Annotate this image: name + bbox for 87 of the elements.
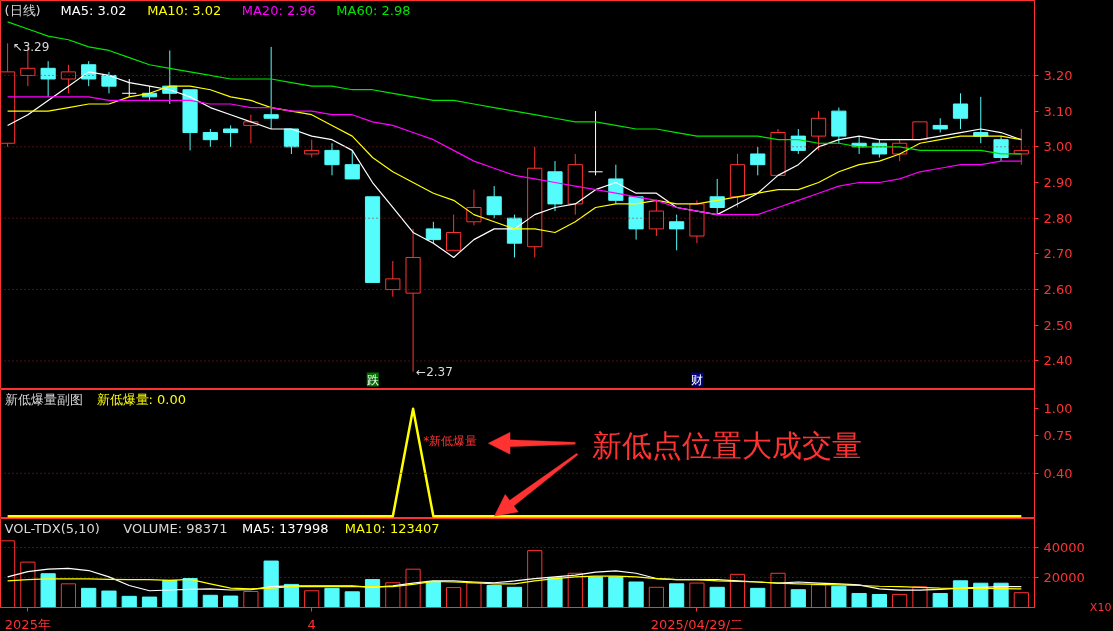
- bar: [263, 560, 279, 608]
- bar: [973, 582, 989, 608]
- bar: [932, 592, 948, 608]
- candlestick: [385, 260, 401, 298]
- y-tick-label: 0.75: [1043, 428, 1073, 444]
- candlestick: [182, 89, 198, 151]
- y-tick-label: 20000: [1043, 569, 1085, 585]
- y-tick-label: 0.40: [1043, 465, 1073, 481]
- bar: [669, 583, 685, 608]
- candlestick: [466, 189, 482, 226]
- bar: [547, 577, 563, 608]
- annotation: 跌: [366, 372, 379, 387]
- annotation: ↖3.29: [12, 40, 50, 55]
- bar: [587, 576, 604, 608]
- y-tick-label: 2.40: [1043, 353, 1073, 369]
- bar: [81, 587, 97, 608]
- candlestick: [527, 146, 543, 258]
- bar: [486, 584, 502, 608]
- y-tick-label: 2.80: [1043, 210, 1073, 226]
- bar: [993, 582, 1009, 608]
- x-tick-label: 4: [307, 616, 316, 631]
- candlestick: [770, 128, 786, 176]
- y-tick-label: 40000: [1043, 539, 1085, 555]
- bar: [831, 585, 847, 608]
- chart-title: 新低爆量副图: [4, 391, 83, 407]
- candlestick: [952, 92, 969, 130]
- annotation: *新低爆量: [423, 434, 478, 449]
- candlestick: [1013, 128, 1029, 166]
- candlestick: [283, 128, 300, 155]
- candlestick: [364, 196, 381, 283]
- y-tick-label: 2.90: [1043, 175, 1073, 191]
- bar: [182, 578, 198, 608]
- text: MA5: 137998: [242, 520, 329, 536]
- text: 新低爆量: 0.00: [96, 391, 186, 407]
- x-tick-label: 2025/04/29/二: [650, 616, 744, 631]
- line-series: [7, 96, 1022, 216]
- bar: [506, 586, 523, 608]
- y-tick-label: 2.60: [1043, 282, 1073, 298]
- bar: [628, 581, 644, 608]
- annotation: 新低点位置大成交量: [591, 427, 862, 463]
- bar: [709, 586, 725, 608]
- y-tick-label: 1.00: [1043, 401, 1073, 417]
- x-tick-label: 2025年: [4, 616, 51, 631]
- bar: [141, 596, 158, 608]
- y-tick-label: 3.10: [1043, 103, 1073, 119]
- y-tick-label: 3.20: [1043, 67, 1073, 83]
- candlestick: [567, 153, 583, 216]
- bar: [40, 573, 56, 608]
- bar: [952, 580, 969, 608]
- candlestick: [243, 114, 259, 144]
- bar: [223, 595, 239, 608]
- candlestick: [628, 196, 644, 241]
- bar: [871, 594, 887, 608]
- bar: [364, 579, 381, 608]
- annotation: ←2.37: [416, 364, 453, 379]
- y-tick-label: 2.50: [1043, 317, 1073, 333]
- chart-subtitle: VOLUME: 98371: [123, 520, 228, 536]
- candlestick: [689, 199, 705, 244]
- line-series: [7, 85, 1022, 234]
- chart-title: (日线): [4, 2, 41, 18]
- bar: [101, 590, 117, 608]
- annotation: 财: [690, 372, 703, 387]
- bar: [162, 579, 178, 608]
- text: MA10: 3.02: [147, 2, 222, 18]
- text: MA60: 2.98: [336, 2, 411, 18]
- candlestick: [324, 142, 340, 176]
- text: MA10: 123407: [344, 520, 440, 536]
- bar: [425, 580, 441, 608]
- candlestick: [547, 160, 563, 212]
- bar: [750, 587, 766, 608]
- y-tick-label: 3.00: [1043, 139, 1073, 155]
- chart-title: VOL-TDX(5,10): [4, 520, 100, 536]
- candlestick: [831, 107, 847, 144]
- bar: [202, 594, 218, 608]
- bar: [851, 592, 867, 608]
- line-series: [7, 575, 1022, 590]
- bar: [344, 591, 360, 608]
- text: MA5: 3.02: [60, 2, 127, 18]
- text: MA20: 2.96: [241, 2, 316, 18]
- bar: [324, 587, 340, 608]
- bar: [790, 589, 806, 608]
- y-axis-title: X10: [1089, 601, 1112, 614]
- bar: [121, 595, 137, 608]
- candlestick: [40, 60, 56, 98]
- candlestick: [101, 71, 117, 94]
- y-tick-label: 2.70: [1043, 246, 1073, 262]
- bar: [608, 576, 624, 608]
